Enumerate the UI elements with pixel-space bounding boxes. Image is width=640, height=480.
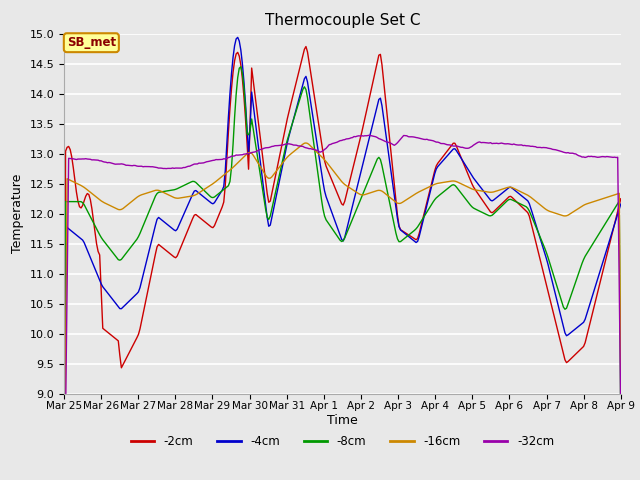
-2cm: [305, 59, 313, 65]
Line: -8cm: -8cm: [64, 67, 621, 445]
-4cm: [588, 297, 595, 302]
Y-axis label: Temperature: Temperature: [11, 174, 24, 253]
-4cm: [129, 295, 136, 301]
Line: -4cm: -4cm: [64, 37, 621, 480]
-8cm: [255, 166, 263, 172]
-16cm: [254, 160, 262, 166]
-4cm: [617, 201, 625, 207]
-16cm: [305, 142, 313, 147]
-32cm: [244, 151, 252, 156]
-4cm: [234, 35, 241, 40]
-32cm: [617, 413, 625, 419]
-32cm: [226, 154, 234, 160]
Title: Thermocouple Set C: Thermocouple Set C: [265, 13, 420, 28]
-8cm: [246, 127, 254, 133]
-32cm: [129, 163, 136, 168]
Line: -32cm: -32cm: [64, 135, 621, 480]
-16cm: [129, 198, 136, 204]
-16cm: [617, 375, 625, 381]
-16cm: [302, 140, 310, 146]
-4cm: [226, 91, 234, 96]
-2cm: [129, 344, 136, 349]
-2cm: [302, 44, 310, 49]
-8cm: [226, 179, 234, 184]
-8cm: [305, 106, 313, 112]
X-axis label: Time: Time: [327, 414, 358, 427]
-32cm: [365, 132, 373, 138]
-8cm: [588, 243, 595, 249]
-32cm: [588, 154, 595, 159]
-2cm: [617, 196, 625, 202]
-2cm: [244, 166, 252, 172]
-8cm: [129, 242, 136, 248]
-8cm: [237, 64, 244, 70]
-8cm: [617, 442, 625, 447]
-4cm: [305, 89, 313, 95]
-2cm: [588, 315, 595, 321]
-8cm: [60, 443, 68, 448]
Line: -2cm: -2cm: [64, 47, 621, 480]
Text: SB_met: SB_met: [67, 36, 116, 49]
Line: -16cm: -16cm: [64, 143, 621, 480]
-32cm: [254, 147, 262, 153]
-2cm: [226, 106, 234, 111]
-16cm: [226, 167, 234, 173]
-32cm: [303, 145, 311, 151]
-16cm: [244, 150, 252, 156]
-16cm: [588, 200, 595, 205]
-4cm: [246, 124, 254, 130]
Legend: -2cm, -4cm, -8cm, -16cm, -32cm: -2cm, -4cm, -8cm, -16cm, -32cm: [126, 430, 559, 453]
-2cm: [254, 115, 262, 121]
-4cm: [255, 152, 263, 157]
